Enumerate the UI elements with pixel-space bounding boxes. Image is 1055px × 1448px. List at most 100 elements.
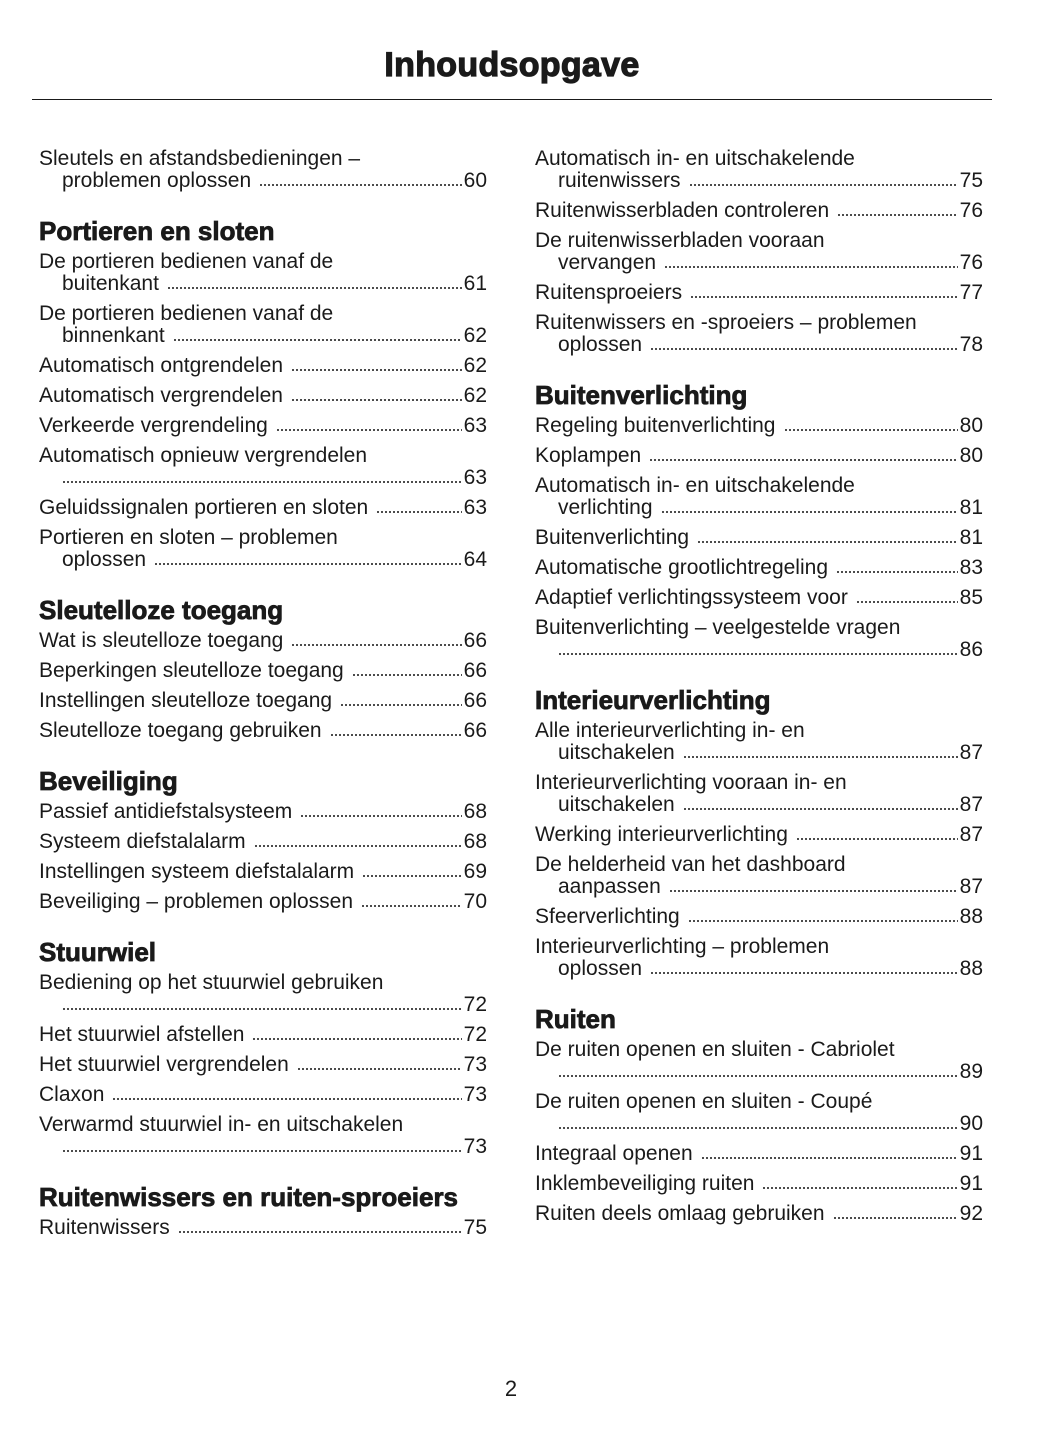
toc-entry[interactable]: Koplampen 80 [535, 445, 983, 467]
toc-entry[interactable]: Automatisch ontgrendelen 62 [39, 355, 487, 377]
entry-page: 72 [463, 1023, 487, 1046]
entry-title: Portieren en sloten – problemen [39, 526, 338, 549]
dot-leader [558, 1126, 958, 1130]
entry-title: Passief antidiefstalsysteem [39, 800, 293, 823]
entry-title-continued: oplossen [62, 548, 147, 571]
entry-title: Ruitensproeiers [535, 281, 683, 304]
toc-entry[interactable]: Interieurverlichting – problemen oplossen… [535, 936, 983, 980]
entry-title: Automatisch ontgrendelen [39, 354, 283, 377]
entry-page: 87 [959, 741, 983, 764]
entry-title-continued: ruitenwissers [558, 169, 681, 192]
toc-entry[interactable]: Inklembeveiliging ruiten 91 [535, 1173, 983, 1195]
entry-line: De portieren bedienen vanaf de [39, 303, 487, 325]
toc-section: Beveiliging Passief antidiefstalsysteem 68… [39, 767, 487, 913]
toc-entry[interactable]: Automatisch vergrendelen 62 [39, 385, 487, 407]
entry-title: De portieren bedienen vanaf de [39, 250, 334, 273]
entry-line: Instellingen sleutelloze toegang 66 [39, 690, 487, 712]
entry-page: 73 [463, 1083, 487, 1106]
toc-entry[interactable]: Bediening op het stuurwiel gebruiken 72 [39, 972, 487, 1016]
entry-page: 88 [959, 905, 983, 928]
toc-entry[interactable]: Verwarmd stuurwiel in- en uitschakelen 73 [39, 1114, 487, 1158]
entry-line: Het stuurwiel afstellen 72 [39, 1024, 487, 1046]
dot-leader [300, 814, 462, 818]
entry-line-continued: 90 [535, 1113, 983, 1135]
toc-entry[interactable]: Buitenverlichting 81 [535, 527, 983, 549]
entry-title: Automatisch in- en uitschakelende [535, 474, 855, 497]
entry-line: Het stuurwiel vergrendelen 73 [39, 1054, 487, 1076]
toc-entry[interactable]: Instellingen sleutelloze toegang 66 [39, 690, 487, 712]
toc-entry[interactable]: Werking interieurverlichting 87 [535, 824, 983, 846]
toc-entry[interactable]: Ruitenwissers en -sproeiers – problemen o… [535, 312, 983, 356]
dot-leader [291, 643, 462, 647]
toc-entry[interactable]: Passief antidiefstalsysteem 68 [39, 801, 487, 823]
entry-page: 76 [959, 251, 983, 274]
entry-line-continued: binnenkant 62 [39, 325, 487, 347]
toc-entry[interactable]: Beveiliging – problemen oplossen 70 [39, 891, 487, 913]
entry-page: 62 [463, 324, 487, 347]
toc-entry[interactable]: Interieurverlichting vooraan in- en uitsc… [535, 772, 983, 816]
entry-page: 91 [959, 1172, 983, 1195]
entry-page: 75 [959, 169, 983, 192]
dot-leader [296, 1067, 462, 1071]
entry-line: Buitenverlichting – veelgestelde vragen [535, 617, 983, 639]
toc-entry[interactable]: Portieren en sloten – problemen oplossen 6… [39, 527, 487, 571]
toc-entry[interactable]: Verkeerde vergrendeling 63 [39, 415, 487, 437]
toc-entry[interactable]: Ruitensproeiers 77 [535, 282, 983, 304]
toc-entry[interactable]: Integraal openen 91 [535, 1143, 983, 1165]
entry-line: Buitenverlichting 81 [535, 527, 983, 549]
dot-leader [340, 703, 462, 707]
toc-entry[interactable]: Beperkingen sleutelloze toegang 66 [39, 660, 487, 682]
toc-entry[interactable]: Regeling buitenverlichting 80 [535, 415, 983, 437]
toc-entry[interactable]: De ruitenwisserbladen vooraan vervangen 76 [535, 230, 983, 274]
toc-entry[interactable]: De ruiten openen en sluiten - Coupé 90 [535, 1091, 983, 1135]
entry-page: 76 [959, 199, 983, 222]
toc-entry[interactable]: Automatisch opnieuw vergrendelen 63 [39, 445, 487, 489]
toc-entry[interactable]: Automatisch in- en uitschakelende verlich… [535, 475, 983, 519]
toc-entry[interactable]: Automatische grootlichtregeling 83 [535, 557, 983, 579]
entry-title: Inklembeveiliging ruiten [535, 1172, 755, 1195]
entry-line: Regeling buitenverlichting 80 [535, 415, 983, 437]
toc-entry[interactable]: Het stuurwiel vergrendelen 73 [39, 1054, 487, 1076]
entry-line: Systeem diefstalalarm 68 [39, 831, 487, 853]
entry-title-continued: oplossen [558, 333, 643, 356]
toc-entry[interactable]: Ruitenwissers 75 [39, 1217, 487, 1239]
toc-entry[interactable]: Systeem diefstalalarm 68 [39, 831, 487, 853]
entry-line-continued: 73 [39, 1136, 487, 1158]
toc-entry[interactable]: Instellingen systeem diefstalalarm 69 [39, 861, 487, 883]
toc-entry[interactable]: Claxon 73 [39, 1084, 487, 1106]
entry-title-continued: binnenkant [62, 324, 165, 347]
toc-entry[interactable]: Wat is sleutelloze toegang 66 [39, 630, 487, 652]
dot-leader [795, 837, 958, 841]
toc-entry[interactable]: Automatisch in- en uitschakelende ruitenw… [535, 148, 983, 192]
entry-line: Beperkingen sleutelloze toegang 66 [39, 660, 487, 682]
entry-title-continued: verlichting [558, 496, 653, 519]
toc-entry[interactable]: De portieren bedienen vanaf de binnenkant… [39, 303, 487, 347]
entry-page: 73 [463, 1135, 487, 1158]
entry-title: Beveiliging – problemen oplossen [39, 890, 354, 913]
entry-title: Het stuurwiel vergrendelen [39, 1053, 289, 1076]
entry-title: Instellingen sleutelloze toegang [39, 689, 333, 712]
toc-entry[interactable]: Sleutels en afstandsbedieningen – problem… [39, 148, 487, 192]
toc-entry[interactable]: Het stuurwiel afstellen 72 [39, 1024, 487, 1046]
entry-title: Alle interieurverlichting in- en [535, 719, 805, 742]
dot-leader [762, 1186, 958, 1190]
toc-entry[interactable]: Geluidssignalen portieren en sloten 63 [39, 497, 487, 519]
entry-page: 77 [959, 281, 983, 304]
toc-entry[interactable]: De helderheid van het dashboard aanpassen… [535, 854, 983, 898]
toc-entry[interactable]: Ruiten deels omlaag gebruiken 92 [535, 1203, 983, 1225]
entry-line-continued: uitschakelen 87 [535, 742, 983, 764]
toc-section: Automatisch in- en uitschakelende ruitenw… [535, 148, 983, 356]
toc-entry[interactable]: Buitenverlichting – veelgestelde vragen 8… [535, 617, 983, 661]
toc-entry[interactable]: De portieren bedienen vanaf de buitenkant… [39, 251, 487, 295]
toc-entry[interactable]: Ruitenwisserbladen controleren 76 [535, 200, 983, 222]
entry-line-continued: verlichting 81 [535, 497, 983, 519]
toc-entry[interactable]: Sleutelloze toegang gebruiken 66 [39, 720, 487, 742]
toc-entry[interactable]: De ruiten openen en sluiten - Cabriolet 8… [535, 1039, 983, 1083]
entry-title: Geluidssignalen portieren en sloten [39, 496, 369, 519]
toc-entry[interactable]: Alle interieurverlichting in- en uitschak… [535, 720, 983, 764]
section-heading: Beveiliging [39, 766, 179, 796]
entry-line: Verwarmd stuurwiel in- en uitschakelen [39, 1114, 487, 1136]
toc-entry[interactable]: Sfeerverlichting 88 [535, 906, 983, 928]
dot-leader [154, 562, 462, 566]
toc-entry[interactable]: Adaptief verlichtingssysteem voor 85 [535, 587, 983, 609]
